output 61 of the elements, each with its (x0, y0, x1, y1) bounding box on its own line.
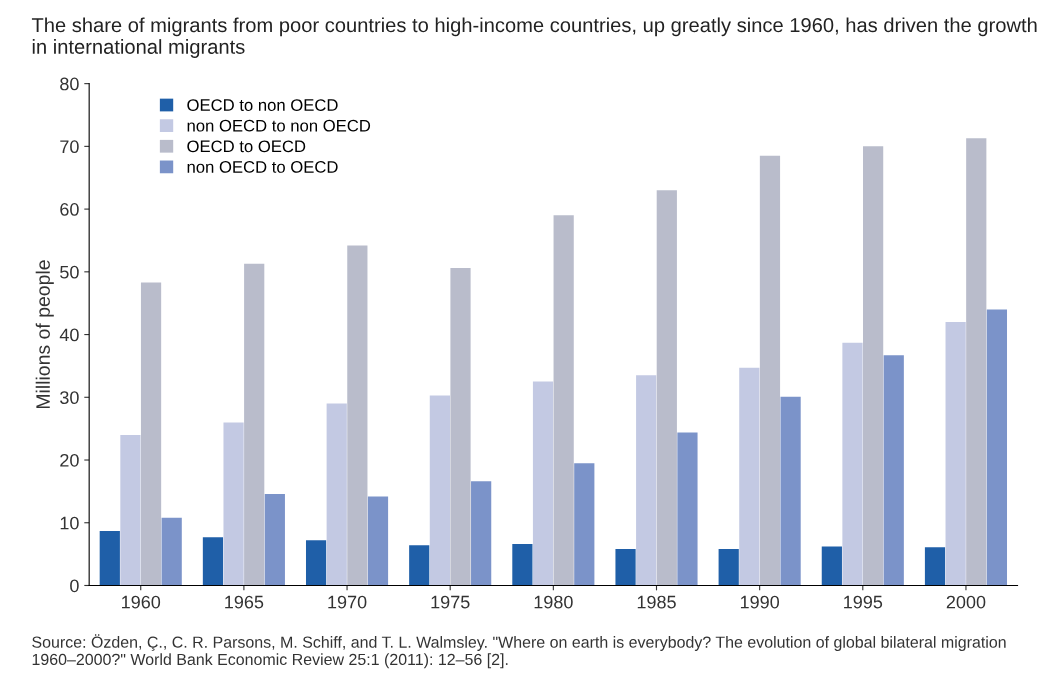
x-tick-label: 1970 (328, 595, 367, 609)
y-tick-label: 40 (59, 328, 79, 342)
y-tick-label: 10 (60, 516, 79, 530)
y-tick-label: 20 (60, 453, 79, 467)
x-tick-label: 2000 (946, 595, 986, 609)
y-tick-label: 80 (60, 77, 79, 91)
x-tick-label: 1990 (740, 595, 780, 609)
bar (966, 138, 987, 586)
legend-label: OECD to non OECD (187, 99, 338, 111)
bar (140, 282, 162, 586)
y-tick-label: 70 (60, 140, 79, 154)
y-tick-label: 50 (60, 265, 79, 279)
y-tick-label: 0 (70, 579, 79, 593)
bar (409, 545, 430, 586)
bar (883, 355, 904, 586)
bar (264, 493, 285, 586)
bar (574, 463, 595, 586)
bar (924, 547, 946, 586)
legend-label: non OECD to OECD (187, 161, 338, 173)
bar (986, 309, 1008, 586)
x-tick-label: 1980 (534, 595, 573, 609)
legend-label: OECD to OECD (187, 140, 306, 153)
bar (305, 540, 327, 586)
bar (863, 146, 884, 586)
x-tick-label: 1965 (225, 595, 264, 609)
bar (759, 155, 781, 586)
bar (326, 403, 347, 586)
bar (429, 395, 450, 586)
bar (842, 342, 863, 586)
x-tick-label: 1985 (637, 595, 676, 609)
bar (636, 375, 657, 586)
bar (821, 546, 842, 586)
y-tick-label: 60 (60, 203, 79, 216)
bar (615, 549, 636, 586)
source-note: Source: Özden, Ç., C. R. Parsons, M. Schiff, and T. L. Walmsley. "Where on earth is everybody? The evolution of global bilateral migration 1960–2000?" World Bank Economic Review 25:1 (2011): 12–56 [2]. (32, 634, 1006, 669)
bar (656, 190, 677, 586)
x-tick-label: 1975 (431, 595, 470, 609)
bar (718, 549, 739, 586)
y-axis-title: Millions of people (35, 260, 54, 409)
x-tick-label: 1995 (844, 595, 883, 609)
bar (553, 215, 574, 586)
bar (532, 381, 554, 586)
bar (347, 245, 368, 586)
bar (161, 517, 182, 586)
bar (223, 422, 244, 586)
bar (99, 530, 120, 586)
bar (244, 263, 265, 586)
chart-title: The share of migrants from poor countries to high-income countries, up greatly since 1960, has driven the growth in international migrants (31, 17, 1037, 58)
x-tick-label: 1960 (122, 595, 161, 609)
bar (512, 544, 533, 586)
bar (450, 268, 471, 586)
bar (120, 434, 141, 586)
bar (202, 537, 224, 586)
bar (367, 496, 389, 586)
bar (739, 367, 760, 586)
bar (471, 481, 492, 586)
y-tick-label: 30 (60, 391, 79, 405)
legend-label: non OECD to non OECD (187, 119, 371, 132)
bar (780, 396, 801, 586)
bar (945, 322, 966, 586)
bar (677, 432, 698, 586)
